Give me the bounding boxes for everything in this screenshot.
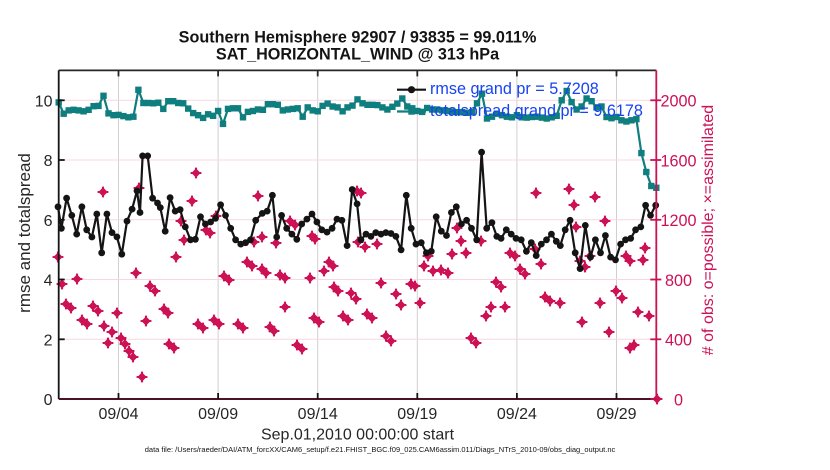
svg-text:400: 400 xyxy=(665,332,692,350)
svg-text:09/24: 09/24 xyxy=(497,406,537,423)
svg-text:Southern Hemisphere 92907 / 93: Southern Hemisphere 92907 / 93835 = 99.0… xyxy=(179,29,537,47)
svg-text:rmse and totalspread: rmse and totalspread xyxy=(15,153,34,313)
svg-text:4: 4 xyxy=(44,273,53,290)
svg-text:10: 10 xyxy=(35,93,53,110)
svg-text:09/09: 09/09 xyxy=(198,406,238,423)
svg-text:09/14: 09/14 xyxy=(298,406,338,423)
svg-text:totalspread grand pr = 9.6178: totalspread grand pr = 9.6178 xyxy=(430,102,643,120)
svg-text:8: 8 xyxy=(44,153,53,170)
svg-text:rmse grand pr = 5.7208: rmse grand pr = 5.7208 xyxy=(430,80,599,98)
svg-text:6: 6 xyxy=(44,213,53,230)
svg-text:1200: 1200 xyxy=(660,212,696,230)
svg-text:800: 800 xyxy=(665,272,692,290)
svg-text:SAT_HORIZONTAL_WIND @ 313 hPa: SAT_HORIZONTAL_WIND @ 313 hPa xyxy=(216,46,500,64)
svg-text:# of obs: o=possible; ×=assimi: # of obs: o=possible; ×=assimilated xyxy=(700,105,717,355)
svg-text:0: 0 xyxy=(44,392,53,409)
svg-text:1600: 1600 xyxy=(660,152,696,170)
svg-text:09/19: 09/19 xyxy=(397,406,437,423)
svg-text:2: 2 xyxy=(44,332,53,349)
svg-text:09/29: 09/29 xyxy=(596,406,636,423)
svg-text:0: 0 xyxy=(674,391,683,409)
svg-text:2000: 2000 xyxy=(660,93,696,111)
svg-text:data file: /Users/raeder/DAI/A: data file: /Users/raeder/DAI/ATM_forcXX/… xyxy=(145,445,616,454)
svg-text:Sep.01,2010 00:00:00 start: Sep.01,2010 00:00:00 start xyxy=(261,427,455,444)
svg-text:09/04: 09/04 xyxy=(98,406,138,423)
